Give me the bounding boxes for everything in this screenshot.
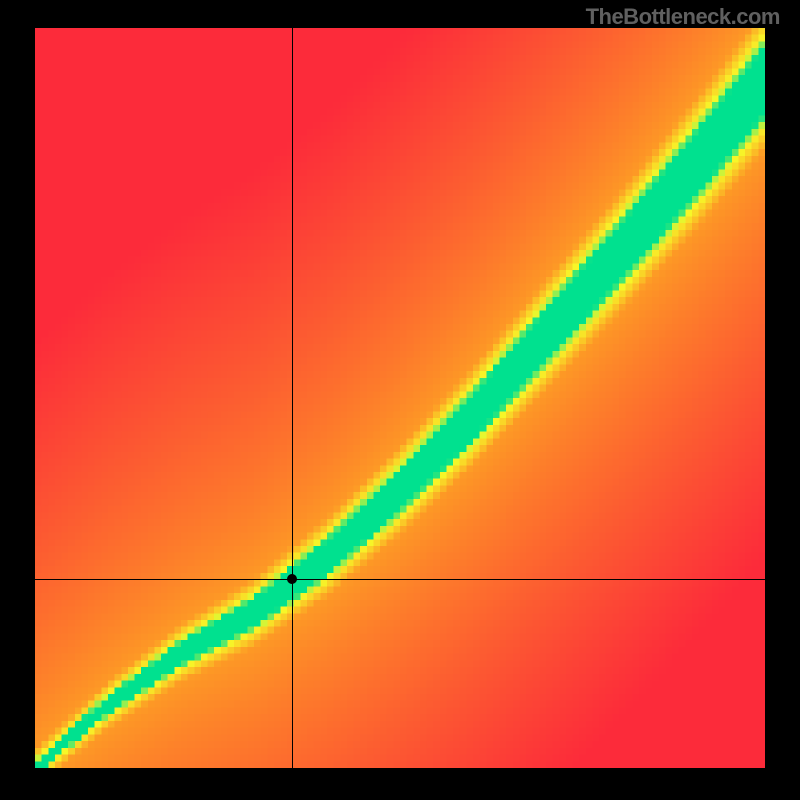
heatmap-chart (35, 28, 765, 768)
watermark-text: TheBottleneck.com (586, 4, 780, 30)
heatmap-canvas (35, 28, 765, 768)
crosshair-horizontal (35, 579, 765, 580)
selected-point[interactable] (287, 574, 297, 584)
crosshair-vertical (292, 28, 293, 768)
